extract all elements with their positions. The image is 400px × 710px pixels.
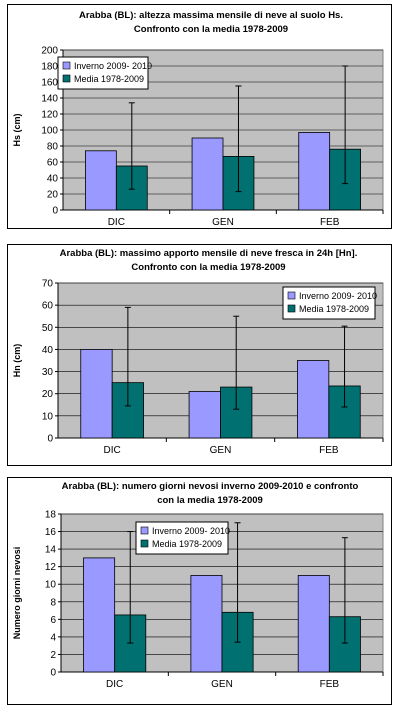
- y-tick-label: 60: [42, 301, 54, 312]
- legend-label-media: Media 1978-2009: [152, 539, 222, 549]
- y-axis-label: Hs (cm): [12, 113, 22, 146]
- legend-label-inverno: Inverno 2009- 2010: [152, 526, 230, 536]
- bar-inverno-gen: [191, 137, 224, 211]
- chart-giorni-svg: Arabba (BL): numero giorni nevosi invern…: [12, 481, 384, 690]
- legend-box: [57, 56, 149, 90]
- legend-box: [282, 286, 376, 320]
- y-tick-label: 70: [42, 279, 54, 290]
- y-tick-label: 180: [41, 62, 58, 73]
- y-tick-label: 200: [41, 46, 58, 57]
- legend-swatch-media: [62, 74, 71, 83]
- chart-panel-hn: Arabba (BL): massimo apporto mensile di …: [7, 244, 392, 466]
- y-tick-label: 120: [41, 110, 58, 121]
- legend-box: [135, 521, 229, 555]
- y-tick-label: 0: [47, 434, 53, 445]
- y-tick-label: 140: [41, 94, 58, 105]
- x-tick-label: FEB: [319, 445, 339, 456]
- chart-panel-hs: Arabba (BL): altezza massima mensile di …: [7, 4, 392, 229]
- x-tick-label: GEN: [210, 445, 232, 456]
- y-tick-label: 80: [47, 142, 59, 153]
- y-tick-label: 4: [50, 632, 56, 643]
- bar-inverno-dic: [80, 349, 113, 439]
- bar-inverno-feb: [298, 132, 331, 211]
- chart-panel-giorni: Arabba (BL): numero giorni nevosi invern…: [7, 477, 392, 705]
- y-tick-label: 20: [47, 190, 59, 201]
- y-tick-label: 8: [50, 597, 56, 608]
- x-tick-label: DIC: [108, 217, 125, 228]
- bar-inverno-gen: [190, 575, 223, 673]
- y-tick-label: 30: [42, 367, 54, 378]
- y-tick-label: 40: [47, 174, 59, 185]
- chart-title-line-2: Confronto con la media 1978-2009: [131, 262, 285, 273]
- y-tick-label: 0: [52, 206, 58, 217]
- y-tick-label: 10: [45, 580, 57, 591]
- legend-swatch-inverno: [62, 61, 71, 70]
- y-tick-label: 100: [41, 126, 58, 137]
- x-tick-label: DIC: [106, 679, 123, 690]
- legend-label-inverno: Inverno 2009- 2010: [299, 291, 377, 301]
- y-tick-label: 40: [42, 345, 54, 356]
- y-tick-label: 6: [50, 615, 56, 626]
- legend-swatch-media: [287, 304, 296, 313]
- chart-hs-svg: Arabba (BL): altezza massima mensile di …: [12, 10, 384, 228]
- x-tick-label: GEN: [212, 217, 234, 228]
- y-tick-label: 2: [50, 650, 56, 661]
- legend-swatch-media: [140, 539, 149, 548]
- legend-swatch-inverno: [140, 526, 149, 535]
- legend-label-media: Media 1978-2009: [74, 74, 144, 84]
- y-tick-label: 16: [45, 527, 57, 538]
- chart-title-line-1: Arabba (BL): numero giorni nevosi invern…: [62, 481, 359, 492]
- y-tick-label: 20: [42, 389, 54, 400]
- x-tick-label: GEN: [211, 679, 233, 690]
- y-tick-label: 14: [45, 545, 57, 556]
- x-tick-label: DIC: [104, 445, 121, 456]
- y-tick-label: 12: [45, 562, 57, 573]
- chart-title-line-2: con la media 1978-2009: [157, 495, 263, 506]
- bar-inverno-gen: [188, 391, 221, 439]
- y-tick-label: 160: [41, 78, 58, 89]
- bar-inverno-dic: [83, 557, 116, 673]
- y-tick-label: 0: [50, 668, 56, 679]
- chart-title-line-1: Arabba (BL): massimo apporto mensile di …: [60, 248, 358, 259]
- bar-inverno-dic: [85, 150, 117, 211]
- chart-title-line-2: Confronto con la media 1978-2009: [134, 24, 288, 35]
- bar-inverno-feb: [297, 575, 330, 673]
- legend-label-media: Media 1978-2009: [299, 304, 369, 314]
- y-axis-label: Numero giorni nevosi: [12, 547, 22, 640]
- y-tick-label: 60: [47, 158, 59, 169]
- bar-inverno-feb: [297, 360, 330, 439]
- y-tick-label: 10: [42, 411, 54, 422]
- legend-swatch-inverno: [287, 291, 296, 300]
- y-axis-label: Hn (cm): [12, 344, 22, 378]
- x-tick-label: FEB: [320, 679, 340, 690]
- chart-title-line-1: Arabba (BL): altezza massima mensile di …: [79, 10, 343, 21]
- chart-hn-svg: Arabba (BL): massimo apporto mensile di …: [12, 248, 384, 456]
- y-tick-label: 50: [42, 323, 54, 334]
- legend-label-inverno: Inverno 2009- 2010: [74, 61, 152, 71]
- x-tick-label: FEB: [320, 217, 340, 228]
- y-tick-label: 18: [45, 510, 57, 521]
